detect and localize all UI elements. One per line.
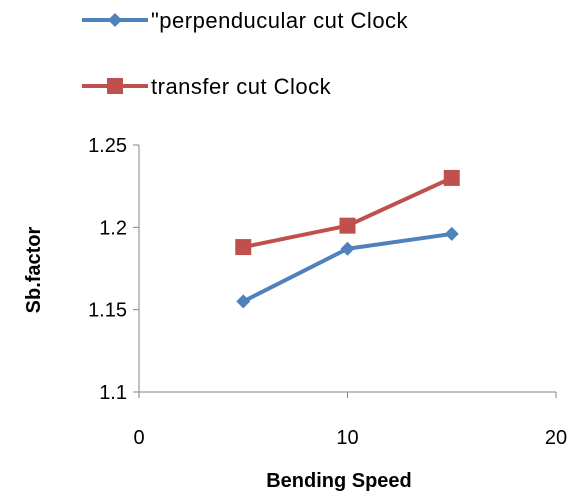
data-point bbox=[235, 239, 252, 256]
y-tick-label: 1.2 bbox=[99, 217, 127, 239]
y-tick-label: 1.1 bbox=[99, 382, 127, 404]
legend-marker bbox=[108, 13, 122, 27]
x-tick-label: 10 bbox=[336, 427, 358, 449]
x-tick-label: 20 bbox=[545, 427, 567, 449]
data-point bbox=[339, 217, 356, 234]
legend-marker bbox=[107, 78, 123, 94]
legend: "perpenducular cut Clock transfer cut Clo… bbox=[82, 8, 409, 99]
legend-item-1: "perpenducular cut Clock bbox=[82, 8, 409, 33]
data-point bbox=[236, 294, 251, 309]
data-point bbox=[444, 226, 459, 241]
series-2 bbox=[235, 169, 460, 256]
x-tick-label: 0 bbox=[133, 427, 144, 449]
plot-area bbox=[235, 169, 460, 309]
legend-label: "perpenducular cut Clock bbox=[151, 8, 409, 33]
legend-item-2: transfer cut Clock bbox=[82, 74, 332, 99]
y-tick-label: 1.25 bbox=[88, 135, 127, 157]
x-axis-title: Bending Speed bbox=[266, 470, 412, 492]
data-point bbox=[340, 241, 355, 256]
legend-label: transfer cut Clock bbox=[151, 74, 332, 99]
y-tick-label: 1.15 bbox=[88, 300, 127, 322]
series-1 bbox=[236, 226, 459, 309]
axes: 1.1 1.15 1.2 1.25 0 10 20 bbox=[88, 135, 567, 449]
data-point bbox=[443, 169, 460, 186]
y-axis-title: Sb.factor bbox=[23, 226, 45, 313]
